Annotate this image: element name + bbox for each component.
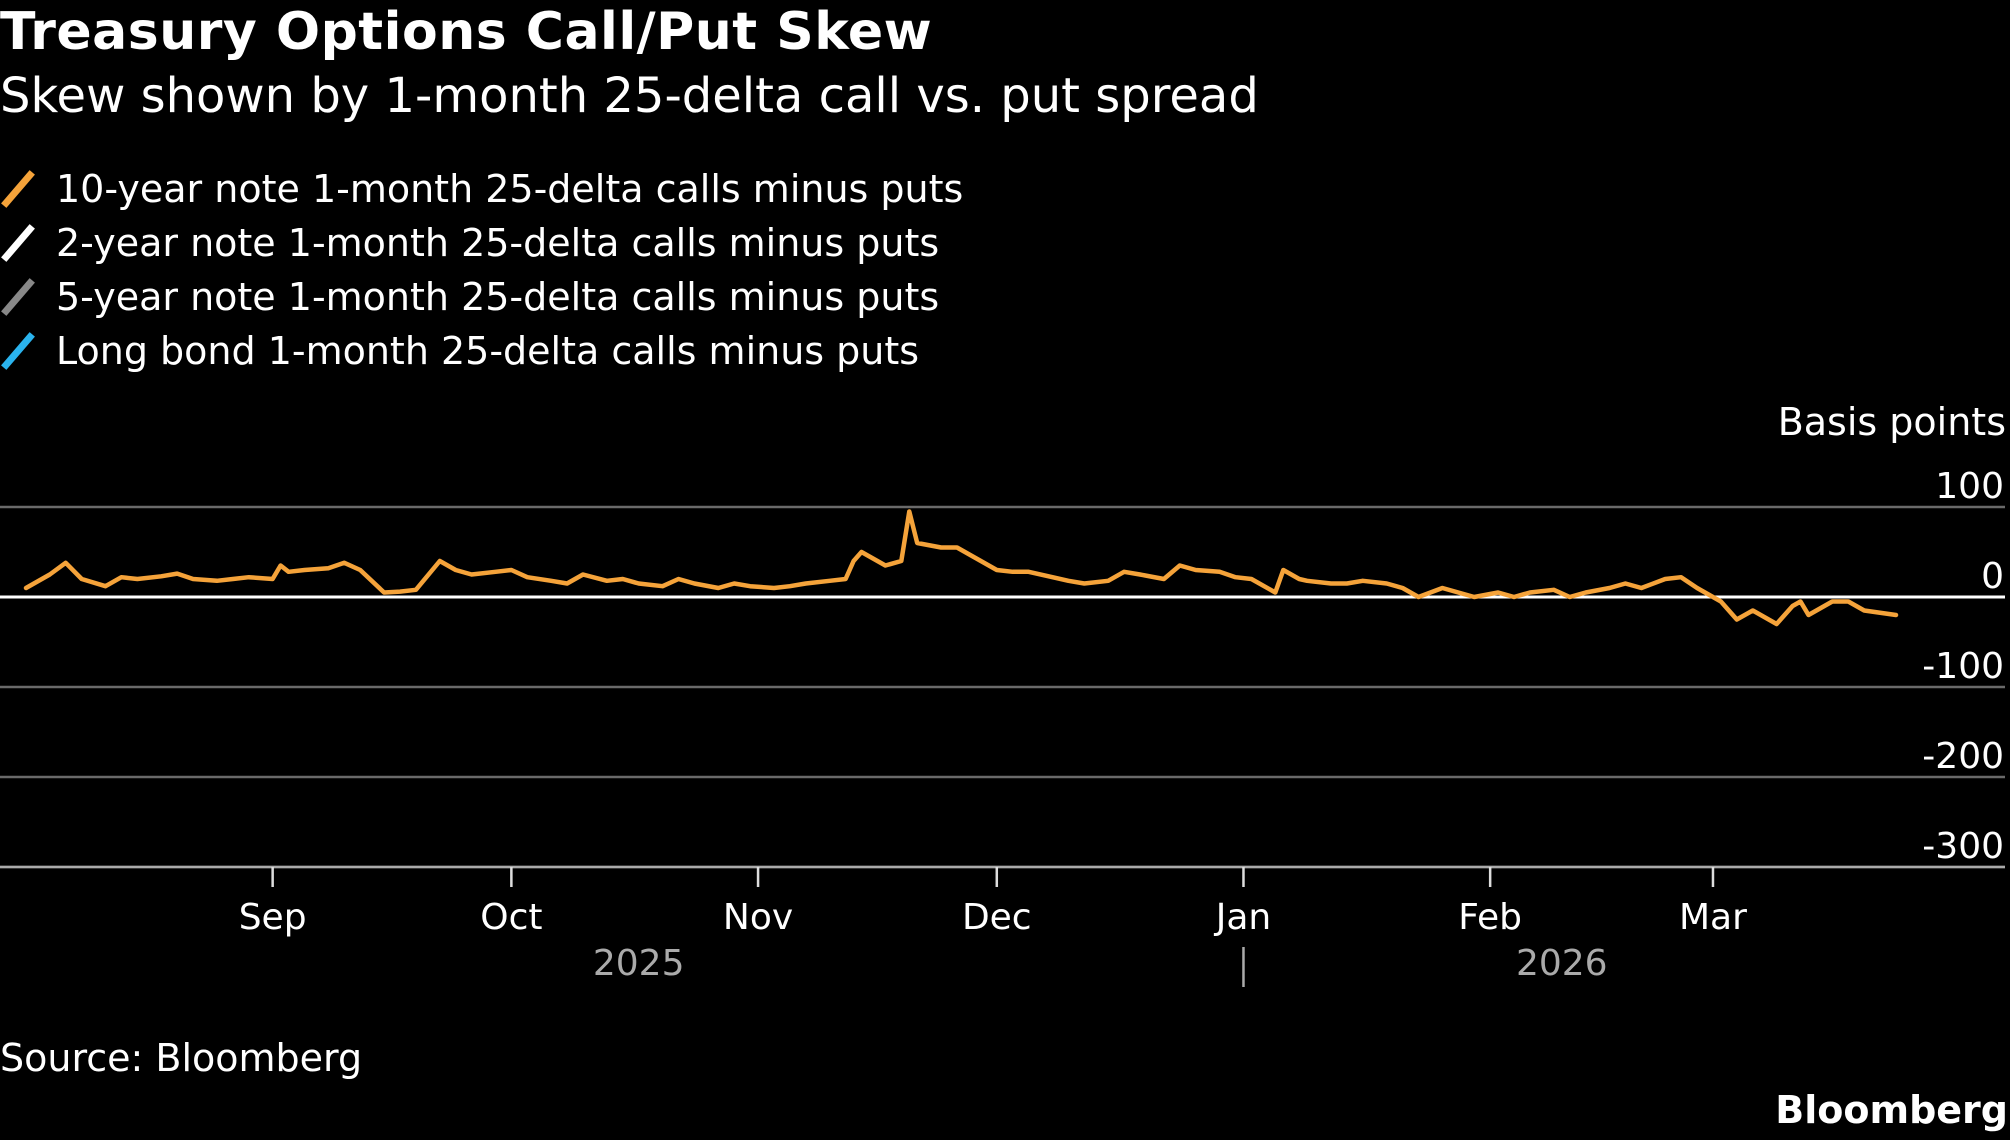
legend-item-10y: 10-year note 1-month 25-delta calls minu… <box>0 162 963 216</box>
legend-item-2y: 2-year note 1-month 25-delta calls minus… <box>0 216 963 270</box>
source-note: Source: Bloomberg <box>0 1036 363 1080</box>
legend-label-10y: 10-year note 1-month 25-delta calls minu… <box>56 167 964 211</box>
chart-title: Treasury Options Call/Put Skew <box>0 2 933 62</box>
y-tick-label: -100 <box>1922 646 2004 687</box>
x-tick-label: Oct <box>480 897 542 938</box>
legend-item-long-bond: Long bond 1-month 25-delta calls minus p… <box>0 324 963 378</box>
x-tick-label: Nov <box>723 897 793 938</box>
series-line-10y <box>23 509 1899 627</box>
legend-swatch-10y <box>1 170 35 208</box>
legend-swatch-2y <box>1 224 35 262</box>
x-tick-label: Dec <box>962 897 1032 938</box>
y-tick-label: 100 <box>1935 466 2004 507</box>
y-tick-label: -300 <box>1922 826 2004 867</box>
chart-subtitle: Skew shown by 1-month 25-delta call vs. … <box>0 68 1259 124</box>
year-label: 2025 <box>593 943 685 984</box>
year-label: 2026 <box>1516 943 1608 984</box>
x-tick-label: Sep <box>239 897 307 938</box>
legend-swatch-5y <box>1 278 35 316</box>
legend-label-2y: 2-year note 1-month 25-delta calls minus… <box>56 221 940 265</box>
brand-logo: Bloomberg <box>1775 1088 2008 1132</box>
legend-swatch-long-bond <box>1 332 35 370</box>
legend-label-long-bond: Long bond 1-month 25-delta calls minus p… <box>56 329 920 373</box>
legend-item-5y: 5-year note 1-month 25-delta calls minus… <box>0 270 963 324</box>
x-tick-label: Feb <box>1458 897 1522 938</box>
legend: 10-year note 1-month 25-delta calls minu… <box>0 162 963 378</box>
legend-label-5y: 5-year note 1-month 25-delta calls minus… <box>56 275 940 319</box>
x-tick-label: Jan <box>1214 897 1272 938</box>
y-axis-label: Basis points <box>1777 400 2006 444</box>
y-tick-label: -200 <box>1922 736 2004 777</box>
x-tick-label: Mar <box>1679 897 1747 938</box>
y-tick-label: 0 <box>1981 556 2004 597</box>
